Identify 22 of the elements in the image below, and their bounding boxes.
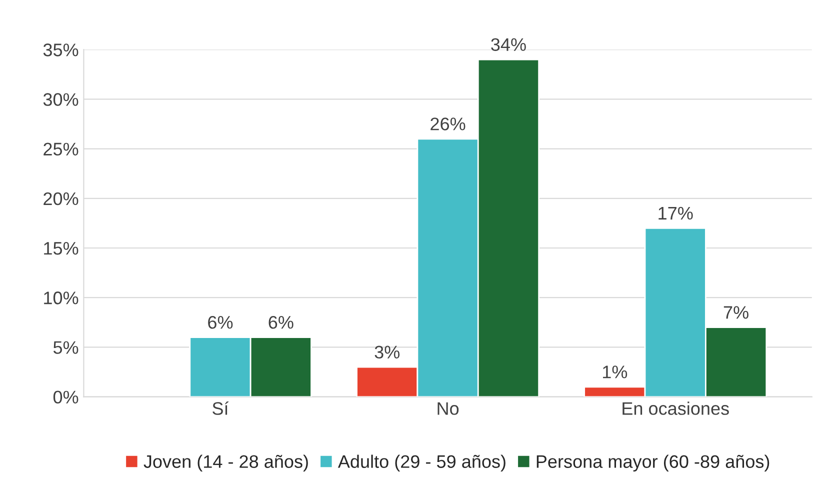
legend-label: Adulto (29 - 59 años) (338, 454, 506, 472)
data-label: 26% (430, 118, 466, 130)
x-tick-label: En ocasiones (622, 402, 729, 415)
x-tick-label: Sí (212, 401, 229, 415)
y-tick-label: 20% (44, 192, 78, 206)
data-label: 1% (603, 366, 628, 378)
data-label: 34% (491, 38, 526, 51)
legend-label: Persona mayor (60 -89 años) (536, 454, 770, 472)
y-tick-label: 10% (44, 292, 78, 304)
legend-label: Joven (14 - 28 años) (144, 454, 308, 472)
y-tick-label: 30% (43, 93, 78, 106)
data-label: 7% (724, 306, 748, 319)
data-label: 17% (658, 206, 693, 220)
y-tick-label: 25% (44, 142, 78, 156)
data-label: 6% (208, 316, 233, 329)
y-tick-label: 15% (44, 242, 78, 255)
x-tick-label: No (438, 402, 459, 415)
data-label: 6% (268, 316, 294, 329)
y-tick-label: 0% (53, 390, 78, 404)
data-label: 3% (374, 346, 400, 359)
y-tick-label: 5% (53, 341, 78, 354)
y-tick-label: 35% (43, 44, 78, 56)
